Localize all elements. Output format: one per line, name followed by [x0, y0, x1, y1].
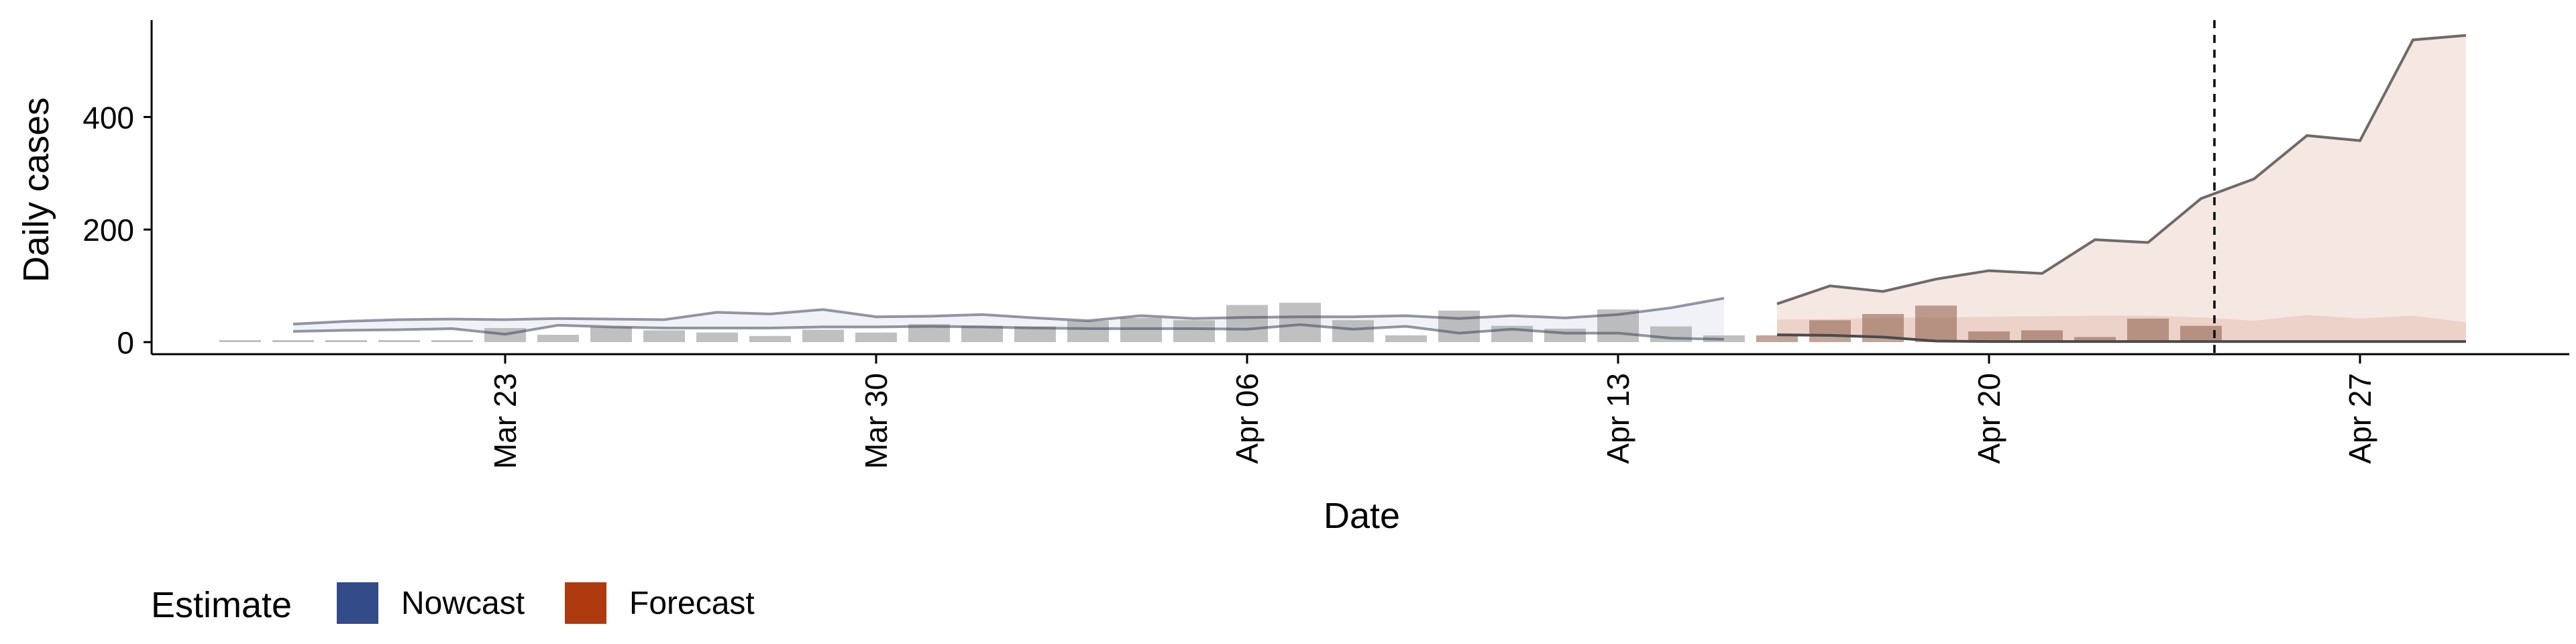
case-bar [325, 340, 367, 342]
case-bar [219, 340, 261, 342]
legend-label-forecast: Forecast [629, 586, 755, 621]
case-bar [1279, 303, 1321, 342]
y-tick-label: 0 [117, 325, 134, 360]
case-bar [1067, 321, 1109, 342]
case-bar [802, 329, 844, 342]
y-axis-ticks: 0 200 400 [83, 100, 152, 360]
legend-key-forecast [565, 582, 606, 624]
x-tick-label: Apr 13 [1601, 373, 1635, 464]
case-bar [378, 340, 420, 342]
case-bar [272, 340, 314, 342]
forecast-lower-line [1776, 333, 2466, 343]
estimate-lines [292, 34, 2467, 343]
case-bar [749, 335, 791, 342]
case-bar [2021, 330, 2063, 342]
x-axis-title: Date [1324, 496, 1400, 536]
case-bar [1226, 305, 1268, 342]
plot-panel [219, 20, 2467, 354]
case-bar [1915, 305, 1957, 342]
legend-title: Estimate [151, 585, 292, 625]
case-bar [1809, 320, 1851, 342]
forecast-ribbon [1777, 35, 2466, 342]
x-tick-label: Apr 06 [1230, 373, 1265, 464]
case-bar [1385, 335, 1427, 342]
case-bar [696, 332, 738, 342]
nowcast-upper-line [292, 297, 1725, 326]
x-tick-label: Apr 27 [2343, 373, 2377, 464]
case-bar [855, 332, 897, 342]
estimate-ribbons [293, 35, 2466, 342]
case-bar [590, 327, 632, 342]
case-bar [1544, 328, 1586, 342]
nowcast-lower-line [292, 323, 1725, 341]
case-bar [1014, 326, 1056, 342]
forecast-upper-line [1776, 34, 2467, 305]
x-tick-label: Apr 20 [1972, 373, 2006, 464]
case-bar [1332, 320, 1374, 342]
case-bar [1120, 317, 1162, 342]
case-bar [2127, 318, 2169, 342]
legend-label-nowcast: Nowcast [401, 586, 525, 621]
x-axis-ticks: Mar 23 Mar 30 Apr 06 Apr 13 Apr 20 Apr 27 [488, 354, 2377, 469]
y-axis-title: Daily cases [16, 97, 56, 282]
y-tick-label: 400 [83, 100, 134, 135]
case-bar [537, 335, 579, 342]
case-bar [2074, 337, 2116, 342]
case-bar [431, 340, 473, 342]
legend-key-nowcast [337, 582, 378, 624]
case-bar [1173, 320, 1215, 342]
case-bar [643, 330, 685, 342]
y-tick-label: 200 [83, 213, 134, 248]
nowcast-ribbon [293, 298, 1724, 339]
case-bar [1438, 311, 1480, 342]
legend: Estimate Nowcast Forecast [151, 582, 755, 625]
x-tick-label: Mar 30 [859, 373, 894, 469]
case-bar [1968, 331, 2010, 342]
case-bar [1756, 335, 1798, 342]
x-tick-label: Mar 23 [488, 373, 523, 469]
